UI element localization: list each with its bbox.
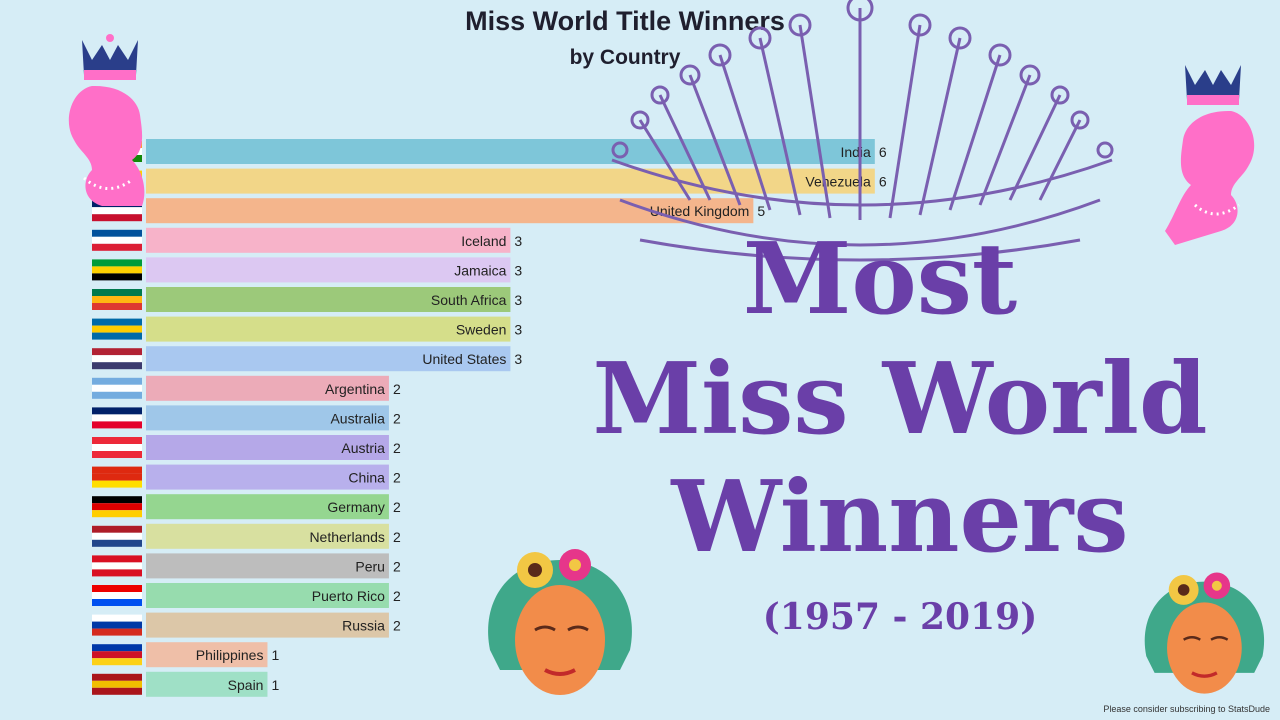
country-flag-icon — [92, 289, 142, 310]
bar-category-label: Sweden — [456, 322, 507, 338]
bar-value-label: 2 — [393, 558, 401, 574]
bar-category-label: India — [840, 144, 871, 160]
bar — [146, 346, 511, 372]
bar — [146, 405, 389, 431]
bar — [146, 553, 389, 579]
bar-category-label: Peru — [355, 558, 385, 574]
bar-value-label: 2 — [393, 470, 401, 486]
overlay-title-line: Most — [742, 222, 1018, 337]
bar — [146, 139, 875, 164]
bar-category-label: Netherlands — [309, 529, 385, 545]
country-flag-icon — [92, 377, 142, 399]
chart-subtitle: by Country — [569, 46, 681, 69]
bar-category-label: Austria — [341, 440, 385, 456]
bar-value-label: 3 — [514, 262, 522, 278]
bar-value-label: 3 — [514, 233, 522, 249]
bar-value-label: 2 — [393, 618, 401, 634]
bar-value-label: 2 — [393, 588, 401, 604]
country-flag-icon — [92, 259, 142, 281]
country-flag-icon — [92, 466, 142, 488]
country-flag-icon — [92, 229, 142, 251]
bar-category-label: Iceland — [461, 233, 506, 249]
bar — [146, 523, 389, 549]
flower-crown-face-icon — [488, 549, 632, 695]
bar — [146, 227, 511, 253]
bar — [146, 435, 389, 460]
bar — [146, 494, 389, 520]
country-flag-icon — [92, 348, 142, 370]
bar-category-label: Venezuela — [805, 174, 871, 190]
bar-category-label: China — [348, 470, 385, 486]
tiara-icon — [611, 0, 1114, 262]
bar-value-label: 5 — [757, 203, 765, 219]
country-flag-icon — [92, 555, 142, 577]
bar-value-label: 3 — [514, 322, 522, 338]
bar — [146, 464, 389, 490]
bar-category-label: Philippines — [196, 647, 264, 663]
bar-category-label: Puerto Rico — [312, 588, 385, 604]
bar-value-label: 2 — [393, 381, 401, 397]
overlay-title-line: Winners — [671, 460, 1129, 575]
country-flag-icon — [92, 496, 142, 518]
bar-value-label: 2 — [393, 529, 401, 545]
bar — [146, 612, 389, 638]
queen-silhouette-icon — [1165, 65, 1255, 245]
country-flag-icon — [92, 614, 142, 636]
bar-category-label: United Kingdom — [650, 203, 750, 219]
credit-text: Please consider subscribing to StatsDude — [1103, 704, 1270, 714]
bar-category-label: Argentina — [325, 381, 385, 397]
bar-value-label: 2 — [393, 499, 401, 515]
bar — [146, 642, 268, 668]
overlay-title-line: Miss World — [592, 342, 1208, 457]
bar-value-label: 2 — [393, 410, 401, 426]
country-flag-icon — [92, 437, 142, 458]
bar-value-label: 3 — [514, 351, 522, 367]
bar — [146, 671, 268, 697]
chart-title: Miss World Title Winners — [465, 6, 785, 36]
country-flag-icon — [92, 644, 142, 666]
bar-value-label: 1 — [271, 677, 279, 693]
bar-category-label: United States — [422, 351, 506, 367]
bar — [146, 583, 389, 608]
country-flag-icon — [92, 673, 142, 695]
country-flag-icon — [92, 585, 142, 606]
bar-value-label: 3 — [514, 292, 522, 308]
bar-value-label: 6 — [879, 144, 887, 160]
flower-crown-face-icon — [1144, 572, 1265, 694]
bar-category-label: Australia — [330, 410, 385, 426]
bar — [146, 375, 389, 401]
bar — [146, 316, 511, 342]
country-flag-icon — [92, 525, 142, 547]
bar-value-label: 2 — [393, 440, 401, 456]
bar-category-label: Germany — [327, 499, 385, 515]
country-flag-icon — [92, 407, 142, 429]
overlay-years: (1957 - 2019) — [762, 596, 1038, 638]
bar-value-label: 6 — [879, 174, 887, 190]
bar-category-label: Spain — [228, 677, 264, 693]
bar — [146, 287, 511, 312]
bar-category-label: South Africa — [431, 292, 507, 308]
bar — [146, 168, 875, 194]
bar-value-label: 1 — [271, 647, 279, 663]
bar — [146, 257, 511, 283]
country-flag-icon — [92, 318, 142, 340]
bar-category-label: Russia — [342, 618, 385, 634]
queen-silhouette-icon — [68, 34, 145, 206]
bar-category-label: Jamaica — [454, 262, 506, 278]
